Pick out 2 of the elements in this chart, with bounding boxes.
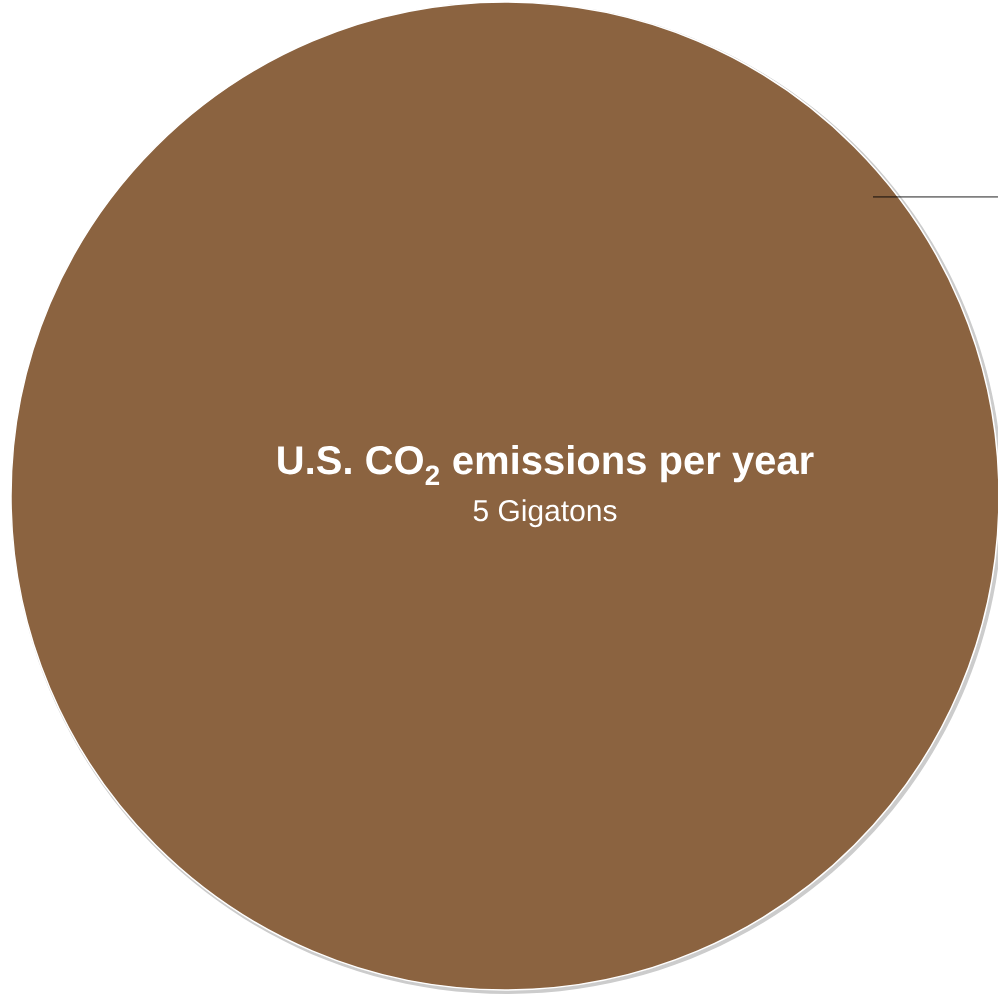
data-label: 5 Gigatons (473, 499, 617, 528)
category-label: U.S. CO$_{2}$ emissions per year (278, 445, 814, 485)
